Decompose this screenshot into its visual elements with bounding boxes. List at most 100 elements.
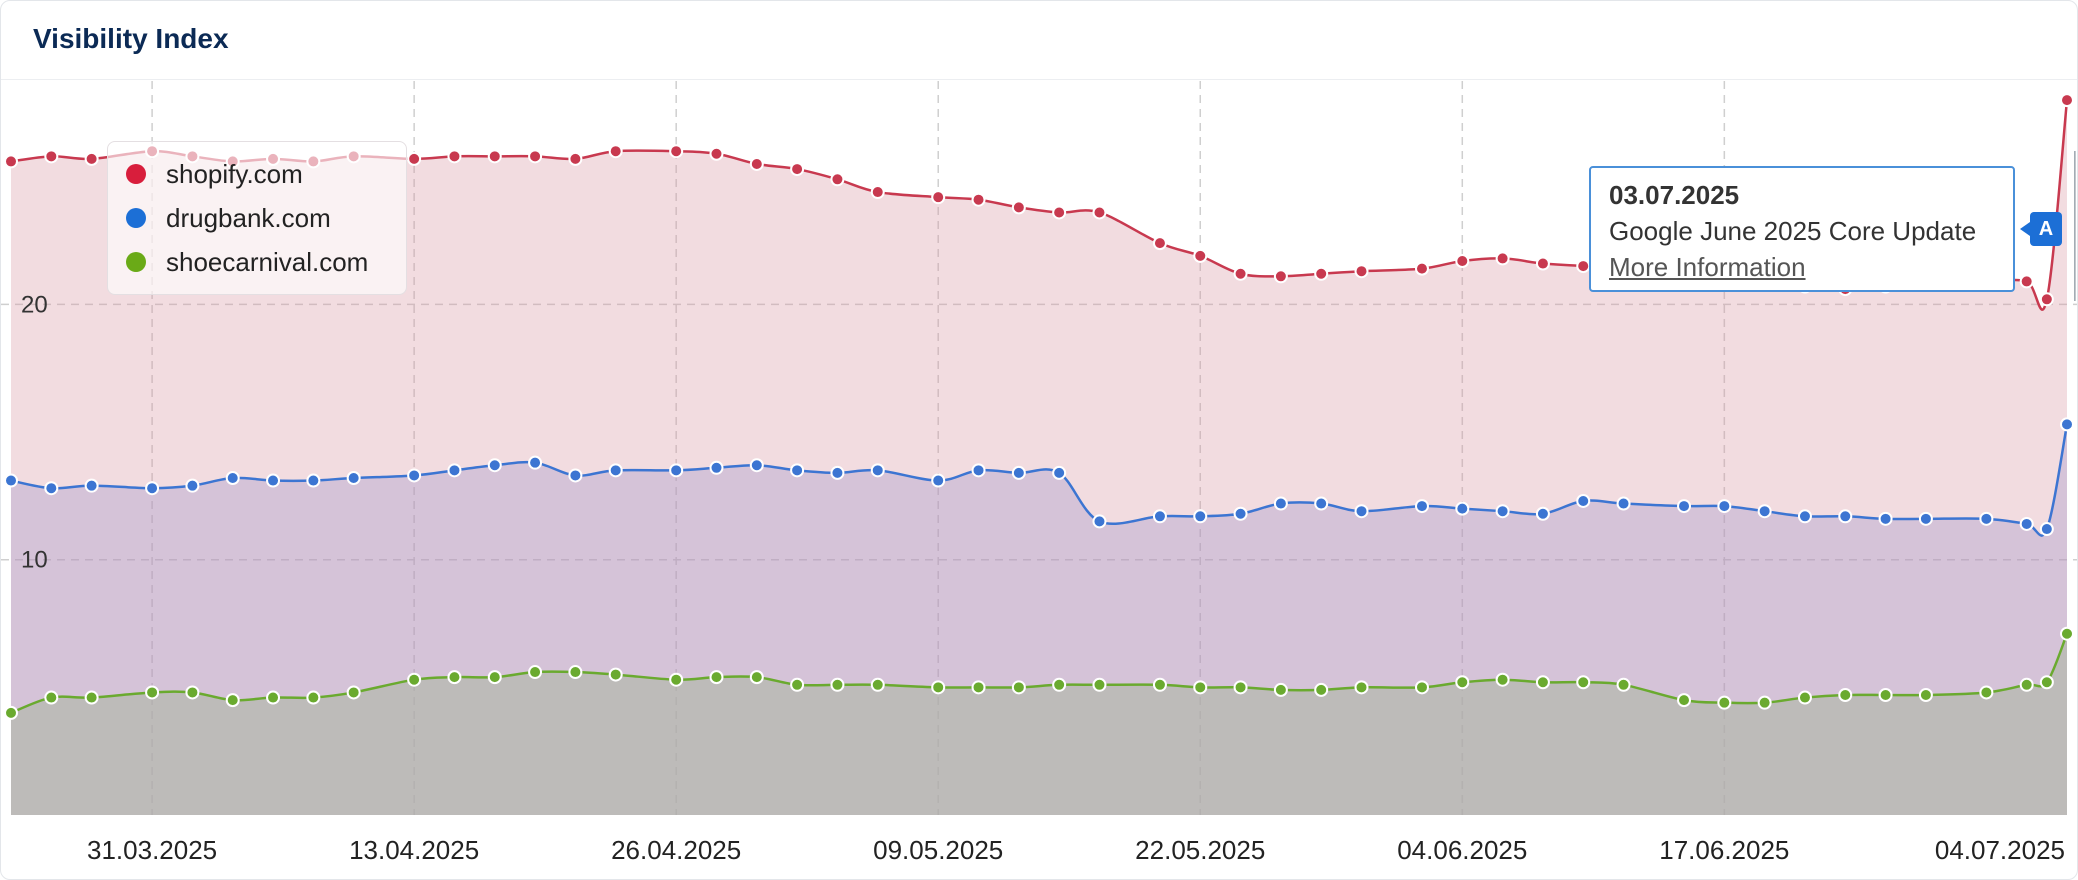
- data-point-drugbank: [487, 458, 502, 473]
- event-tooltip: 03.07.2025 Google June 2025 Core Update …: [1589, 166, 2015, 292]
- data-point-shoecarnival: [749, 670, 764, 685]
- data-point-shoecarnival: [266, 690, 281, 705]
- event-marker-a[interactable]: A: [2030, 212, 2062, 246]
- legend-marker-icon: [126, 164, 146, 184]
- legend-label: shoecarnival.com: [166, 246, 369, 277]
- data-point-shoecarnival: [790, 677, 805, 692]
- card-title: Visibility Index: [33, 23, 229, 54]
- data-point-shoecarnival: [1314, 682, 1329, 697]
- data-point-shopify: [44, 149, 59, 164]
- data-point-shoecarnival: [4, 705, 18, 720]
- data-point-drugbank: [1878, 511, 1893, 526]
- data-point-drugbank: [1233, 506, 1248, 521]
- data-point-drugbank: [749, 458, 764, 473]
- data-point-shoecarnival: [830, 677, 845, 692]
- tooltip-text: Google June 2025 Core Update: [1609, 216, 1977, 246]
- data-point-shopify: [1233, 266, 1248, 281]
- data-point-shopify: [1193, 248, 1208, 263]
- data-point-shoecarnival: [971, 680, 986, 695]
- data-point-shopify: [931, 190, 946, 205]
- data-point-shoecarnival: [1838, 688, 1853, 703]
- data-point-shoecarnival: [407, 672, 422, 687]
- data-point-drugbank: [1838, 509, 1853, 524]
- data-point-drugbank: [44, 481, 59, 496]
- data-point-shoecarnival: [1576, 675, 1591, 690]
- data-point-drugbank: [790, 463, 805, 478]
- data-point-shoecarnival: [1677, 693, 1692, 708]
- data-point-shopify: [568, 151, 583, 166]
- data-point-shoecarnival: [1979, 685, 1994, 700]
- data-point-shoecarnival: [1092, 677, 1107, 692]
- data-point-shopify: [1011, 200, 1026, 215]
- data-point-shoecarnival: [2060, 626, 2074, 641]
- data-point-drugbank: [1354, 504, 1369, 519]
- data-point-shoecarnival: [447, 670, 462, 685]
- data-point-shoecarnival: [1273, 682, 1288, 697]
- data-point-shopify: [2039, 292, 2054, 307]
- data-point-shoecarnival: [1354, 680, 1369, 695]
- data-point-shoecarnival: [1233, 680, 1248, 695]
- data-point-drugbank: [971, 463, 986, 478]
- data-point-shoecarnival: [306, 690, 321, 705]
- data-point-drugbank: [1414, 499, 1429, 514]
- data-point-shoecarnival: [870, 677, 885, 692]
- marker-pointer-icon: [2020, 222, 2030, 236]
- data-point-shopify: [1354, 264, 1369, 279]
- data-point-shopify: [709, 146, 724, 161]
- data-point-shoecarnival: [1152, 677, 1167, 692]
- data-point-drugbank: [346, 470, 361, 485]
- data-point-shoecarnival: [1535, 675, 1550, 690]
- legend-item-drugbank[interactable]: drugbank.com: [126, 198, 331, 238]
- data-point-shopify: [1052, 205, 1067, 220]
- data-point-shopify: [2060, 93, 2074, 108]
- legend-item-shoecarnival[interactable]: shoecarnival.com: [126, 242, 368, 282]
- data-point-drugbank: [1092, 514, 1107, 529]
- data-point-drugbank: [306, 473, 321, 488]
- legend-item-shopify[interactable]: shopify.com: [126, 154, 303, 194]
- data-point-shopify: [2019, 274, 2034, 289]
- data-point-shopify: [1455, 253, 1470, 268]
- data-point-drugbank: [185, 478, 200, 493]
- data-point-shopify: [1495, 251, 1510, 266]
- x-tick-label: 17.06.2025: [1659, 835, 1789, 865]
- data-point-shopify: [971, 192, 986, 207]
- legend-marker-icon: [126, 252, 146, 272]
- data-point-shoecarnival: [1918, 688, 1933, 703]
- data-point-drugbank: [407, 468, 422, 483]
- data-point-shoecarnival: [2039, 675, 2054, 690]
- chart-legend: shopify.com drugbank.com shoecarnival.co…: [107, 141, 407, 295]
- data-point-shoecarnival: [1717, 695, 1732, 710]
- data-point-drugbank: [1152, 509, 1167, 524]
- data-point-shoecarnival: [1757, 695, 1772, 710]
- data-point-shoecarnival: [1455, 675, 1470, 690]
- data-point-shopify: [407, 151, 422, 166]
- x-tick-label: 22.05.2025: [1135, 835, 1265, 865]
- data-point-drugbank: [1535, 506, 1550, 521]
- data-point-shoecarnival: [568, 665, 583, 680]
- data-point-shoecarnival: [669, 672, 684, 687]
- data-point-drugbank: [2039, 522, 2054, 537]
- data-point-drugbank: [4, 473, 18, 488]
- data-point-shoecarnival: [145, 685, 160, 700]
- x-tick-label: 26.04.2025: [611, 835, 741, 865]
- data-point-shopify: [669, 144, 684, 159]
- y-tick-label: 20: [21, 291, 48, 318]
- data-point-drugbank: [2019, 516, 2034, 531]
- data-point-drugbank: [447, 463, 462, 478]
- data-point-shopify: [1152, 236, 1167, 251]
- data-point-shopify: [1576, 259, 1591, 274]
- series-area-shoecarnival: [11, 633, 2067, 815]
- data-point-drugbank: [266, 473, 281, 488]
- data-point-shoecarnival: [1011, 680, 1026, 695]
- data-point-shopify: [1414, 261, 1429, 276]
- data-point-drugbank: [1273, 496, 1288, 511]
- more-information-link[interactable]: More Information: [1609, 252, 1806, 282]
- legend-label: drugbank.com: [166, 202, 331, 233]
- data-point-drugbank: [1455, 501, 1470, 516]
- data-point-shoecarnival: [225, 693, 240, 708]
- data-point-drugbank: [1757, 504, 1772, 519]
- data-point-shoecarnival: [608, 667, 623, 682]
- data-point-drugbank: [1576, 493, 1591, 508]
